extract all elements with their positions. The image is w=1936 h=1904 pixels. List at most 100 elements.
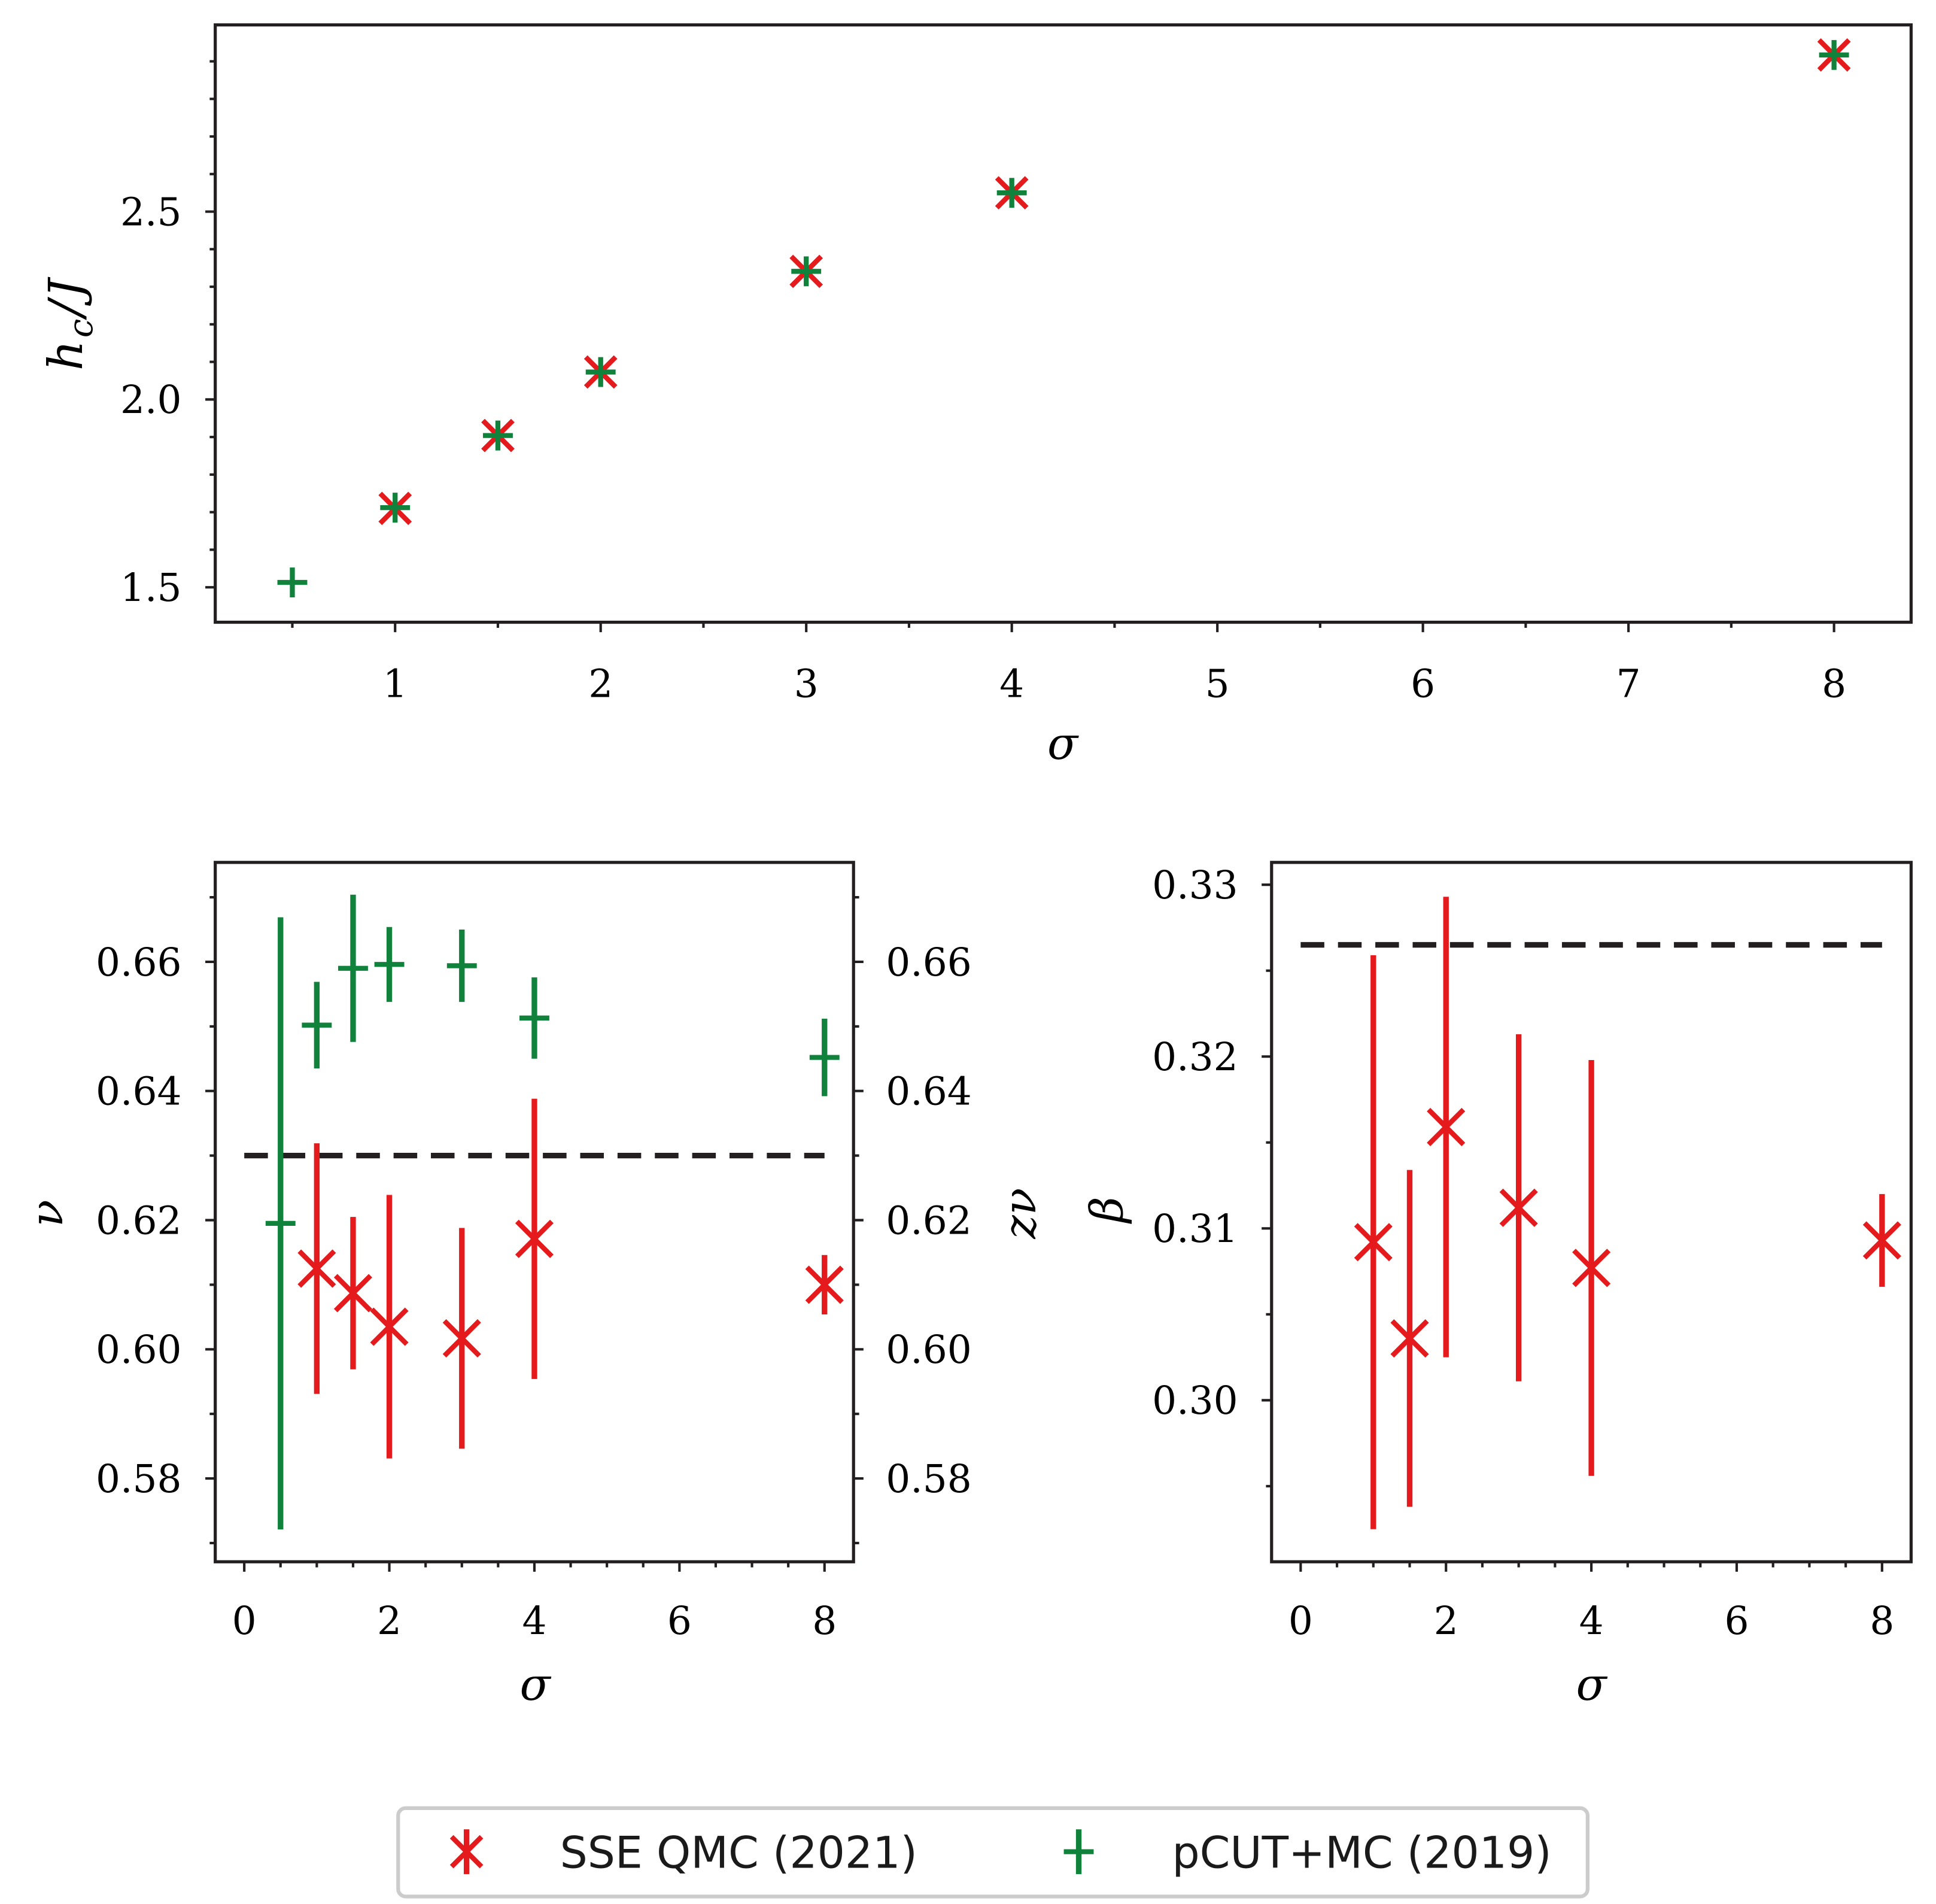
y-tick-label: 0.62 — [96, 1198, 181, 1243]
sse-qmc-2021-point — [1572, 1059, 1611, 1476]
sse-qmc-2021-point — [297, 1143, 336, 1394]
pcut-mc-2019-point — [277, 567, 308, 597]
pcut-mc-2019-point — [1819, 40, 1849, 70]
sse-qmc-2021-series — [297, 1098, 844, 1459]
y-tick-label: 0.60 — [96, 1328, 181, 1372]
legend: SSE QMC (2021) pCUT+MC (2019) — [396, 1806, 1589, 1899]
y-tick-label: 0.31 — [1152, 1207, 1238, 1252]
x-marker-stroke — [1354, 1223, 1393, 1262]
legend-label-sse-qmc: SSE QMC (2021) — [560, 1828, 917, 1879]
sse-qmc-2021-point — [805, 1255, 844, 1315]
y-tick-label: 0.30 — [1152, 1378, 1238, 1423]
x-tick-label: 8 — [812, 1599, 837, 1644]
pcut-mc-2019-point — [483, 420, 513, 451]
x-marker-stroke — [1862, 1221, 1901, 1260]
axes-frame — [1270, 861, 1913, 1563]
pcut-mc-2019-point — [265, 917, 296, 1530]
x-tick-label: 2 — [377, 1599, 402, 1644]
legend-label-pcut-mc: pCUT+MC (2019) — [1172, 1828, 1551, 1879]
x-tick-label: 7 — [1616, 661, 1641, 706]
x-tick-label: 8 — [1822, 661, 1846, 706]
x-tick-label: 6 — [667, 1599, 692, 1644]
x-marker-stroke — [515, 1219, 554, 1258]
y-tick-label: 2.0 — [120, 378, 181, 423]
beta-y-axis-label: β — [1081, 1197, 1133, 1224]
sse-qmc-2021-point — [1427, 897, 1466, 1358]
x-marker-stroke — [297, 1249, 336, 1288]
pcut-mc-2019-point — [374, 927, 405, 1002]
x-tick-label: 2 — [588, 661, 613, 706]
x-marker-stroke — [442, 1319, 481, 1358]
pcut-mc-2019-point — [585, 357, 616, 387]
right-y-tick-label: 0.62 — [886, 1198, 971, 1243]
x-marker-stroke — [1427, 1107, 1466, 1146]
pcut-mc-2019-point — [791, 256, 822, 287]
x-tick-label: 0 — [232, 1599, 257, 1644]
y-tick-label: 2.5 — [120, 190, 181, 235]
right-y-tick-label: 0.60 — [886, 1328, 971, 1372]
pcut-mc-2019-point — [446, 930, 477, 1002]
x-marker-stroke — [1572, 1249, 1611, 1287]
sse-qmc-2021-point — [333, 1217, 373, 1369]
x-tick-label: 0 — [1288, 1599, 1313, 1644]
nu-x-axis-label: σ — [519, 1659, 551, 1711]
x-marker-stroke — [370, 1307, 409, 1346]
pcut-mc-2019-point — [809, 1018, 840, 1097]
x-tick-label: 8 — [1870, 1599, 1894, 1644]
sse-qmc-2021-series — [1354, 897, 1901, 1529]
x-tick-label: 2 — [1434, 1599, 1458, 1644]
pcut-mc-2019-point — [996, 178, 1027, 208]
x-marker-stroke — [449, 1835, 484, 1869]
y-tick-label: 0.32 — [1152, 1035, 1238, 1080]
sse-qmc-2021-point — [1862, 1194, 1901, 1287]
x-tick-label: 6 — [1724, 1599, 1749, 1644]
x-tick-label: 4 — [1579, 1599, 1604, 1644]
sse-qmc-2021-point — [1390, 1170, 1429, 1507]
legend-marker-pcut-mc-2019 — [1063, 1829, 1094, 1875]
legend-frame — [396, 1806, 1589, 1899]
axis-ticks — [205, 60, 1835, 633]
pcut-mc-2019-point — [338, 894, 368, 1042]
beta-x-axis-label: σ — [1576, 1659, 1608, 1711]
x-tick-label: 6 — [1411, 661, 1435, 706]
x-tick-label: 4 — [999, 661, 1024, 706]
sse-qmc-2021-point — [442, 1228, 481, 1449]
hc-x-axis-label: σ — [1047, 718, 1079, 770]
panel-beta: 0 2 4 6 8 0.30 0.31 0.32 0.33 — [1152, 861, 1913, 1644]
nu-y-axis-label: ν — [21, 1200, 73, 1227]
sse-qmc-2021-point — [515, 1098, 554, 1379]
hc-y-axis-label: hc/J — [38, 277, 101, 371]
x-tick-label: 4 — [522, 1599, 546, 1644]
x-tick-label: 3 — [794, 661, 819, 706]
pcut-mc-2019-series — [277, 40, 1849, 597]
axes-frame — [214, 861, 855, 1563]
y-tick-label: 0.58 — [96, 1457, 181, 1502]
x-marker-stroke — [1390, 1319, 1429, 1358]
panel-critical-field: 1 2 3 4 5 6 7 8 1.5 2.0 2.5 — [120, 23, 1913, 706]
x-marker-stroke — [1499, 1188, 1538, 1227]
sse-qmc-2021-point — [1499, 1034, 1538, 1381]
pcut-mc-2019-point — [302, 982, 332, 1068]
x-marker-stroke — [805, 1265, 844, 1304]
right-y-tick-label: 0.64 — [886, 1070, 971, 1115]
x-tick-label: 5 — [1205, 661, 1230, 706]
right-y-tick-label: 0.58 — [886, 1457, 971, 1502]
y-tick-label: 0.33 — [1152, 863, 1238, 908]
right-y-tick-label: 0.66 — [886, 940, 971, 985]
pcut-mc-2019-point — [380, 493, 411, 523]
sse-qmc-2021-point — [1354, 955, 1393, 1529]
x-marker-stroke — [333, 1274, 373, 1313]
znu-y-axis-label: zν — [994, 1188, 1046, 1240]
hc-y-axis-label-base: h — [38, 338, 93, 371]
y-tick-label: 1.5 — [120, 566, 181, 611]
axis-ticks — [1262, 883, 1883, 1572]
hc-y-axis-label-subscript: c — [62, 317, 101, 338]
y-tick-label: 0.64 — [96, 1070, 181, 1115]
panel-nu-znu: 0 2 4 6 8 0.58 0.60 0.62 0.64 0.66 0.58 0.60 0.62 0.6… — [96, 861, 972, 1644]
pcut-mc-2019-series — [265, 894, 840, 1530]
pcut-mc-2019-point — [519, 977, 549, 1059]
sse-qmc-2021-point — [370, 1195, 409, 1459]
y-tick-label: 0.66 — [96, 940, 181, 985]
